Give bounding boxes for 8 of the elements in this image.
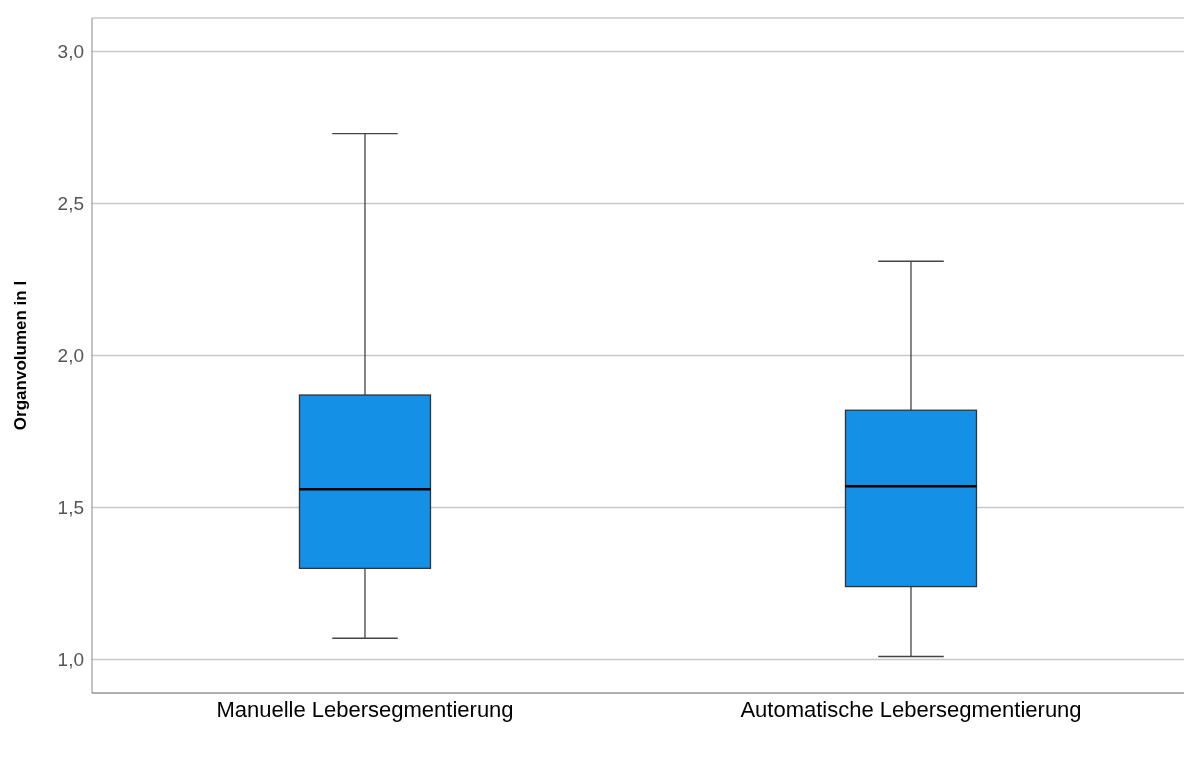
y-tick-label: 2,5: [57, 193, 84, 215]
x-tick-label: Manuelle Lebersegmentierung: [216, 696, 514, 722]
y-axis-title: Organvolumen in l: [11, 280, 31, 431]
y-tick-label: 1,5: [57, 497, 84, 519]
y-tick-label: 3,0: [57, 41, 84, 63]
y-tick-label: 2,0: [57, 345, 84, 367]
y-tick-label: 1,0: [57, 649, 84, 671]
x-tick-label: Automatische Lebersegmentierung: [740, 696, 1082, 722]
